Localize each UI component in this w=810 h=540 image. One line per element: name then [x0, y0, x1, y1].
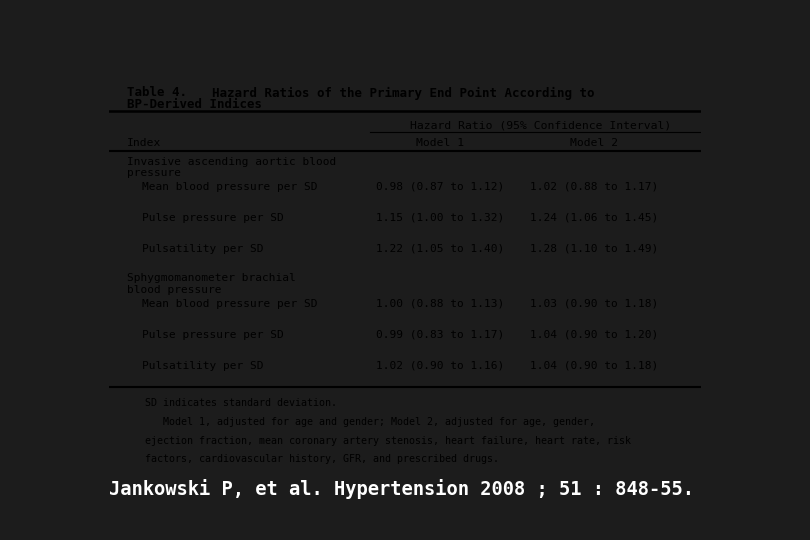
- Text: 0.98 (0.87 to 1.12): 0.98 (0.87 to 1.12): [377, 182, 505, 192]
- Text: Pulse pressure per SD: Pulse pressure per SD: [142, 330, 284, 340]
- Text: 1.04 (0.90 to 1.20): 1.04 (0.90 to 1.20): [530, 330, 659, 340]
- Text: ejection fraction, mean coronary artery stenosis, heart failure, heart rate, ris: ejection fraction, mean coronary artery …: [127, 436, 631, 446]
- Text: Index: Index: [127, 138, 161, 148]
- Text: 1.28 (1.10 to 1.49): 1.28 (1.10 to 1.49): [530, 244, 659, 254]
- Text: 0.99 (0.83 to 1.17): 0.99 (0.83 to 1.17): [377, 330, 505, 340]
- Text: 1.22 (1.05 to 1.40): 1.22 (1.05 to 1.40): [377, 244, 505, 254]
- Text: Invasive ascending aortic blood: Invasive ascending aortic blood: [127, 157, 336, 166]
- Text: Pulsatility per SD: Pulsatility per SD: [142, 244, 263, 254]
- Text: 1.00 (0.88 to 1.13): 1.00 (0.88 to 1.13): [377, 299, 505, 309]
- Text: SD indicates standard deviation.: SD indicates standard deviation.: [127, 399, 337, 408]
- Text: Jankowski P, et al. Hypertension 2008 ; 51 : 848-55.: Jankowski P, et al. Hypertension 2008 ; …: [109, 478, 694, 499]
- Text: Hazard Ratio (95% Confidence Interval): Hazard Ratio (95% Confidence Interval): [411, 121, 671, 131]
- Text: 1.15 (1.00 to 1.32): 1.15 (1.00 to 1.32): [377, 213, 505, 223]
- Text: 1.02 (0.90 to 1.16): 1.02 (0.90 to 1.16): [377, 361, 505, 371]
- Text: pressure: pressure: [127, 168, 181, 178]
- Text: Pulse pressure per SD: Pulse pressure per SD: [142, 213, 284, 223]
- Text: Sphygmomanometer brachial: Sphygmomanometer brachial: [127, 273, 296, 283]
- Text: Hazard Ratios of the Primary End Point According to: Hazard Ratios of the Primary End Point A…: [182, 86, 595, 99]
- Text: Table 4.: Table 4.: [127, 86, 187, 99]
- Text: Pulsatility per SD: Pulsatility per SD: [142, 361, 263, 371]
- Text: 1.03 (0.90 to 1.18): 1.03 (0.90 to 1.18): [530, 299, 659, 309]
- Text: 1.24 (1.06 to 1.45): 1.24 (1.06 to 1.45): [530, 213, 659, 223]
- Text: factors, cardiovascular history, GFR, and prescribed drugs.: factors, cardiovascular history, GFR, an…: [127, 454, 499, 464]
- Text: Model 2: Model 2: [570, 138, 618, 148]
- Text: Model 1: Model 1: [416, 138, 465, 148]
- Text: 1.04 (0.90 to 1.18): 1.04 (0.90 to 1.18): [530, 361, 659, 371]
- Text: blood pressure: blood pressure: [127, 285, 222, 295]
- Text: 1.02 (0.88 to 1.17): 1.02 (0.88 to 1.17): [530, 182, 659, 192]
- Text: Model 1, adjusted for age and gender; Model 2, adjusted for age, gender,: Model 1, adjusted for age and gender; Mo…: [127, 417, 595, 427]
- Text: Mean blood pressure per SD: Mean blood pressure per SD: [142, 182, 318, 192]
- Text: BP-Derived Indices: BP-Derived Indices: [127, 98, 262, 111]
- Text: Mean blood pressure per SD: Mean blood pressure per SD: [142, 299, 318, 309]
